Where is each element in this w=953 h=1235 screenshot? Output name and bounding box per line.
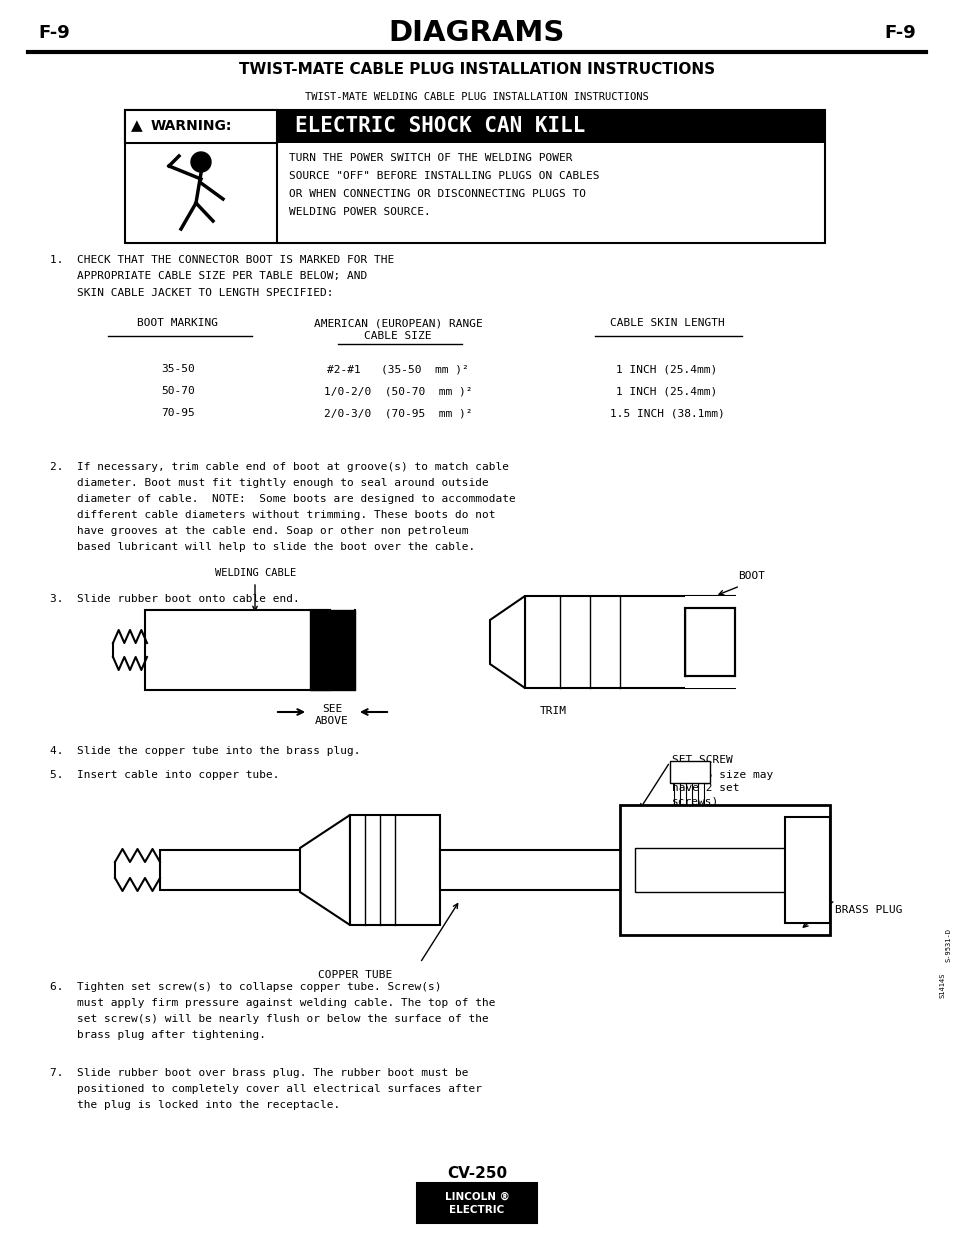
- Text: SEE: SEE: [321, 704, 342, 714]
- Bar: [784, 818, 829, 923]
- Text: (70-95 size may: (70-95 size may: [671, 769, 773, 781]
- Text: #2-#1   (35-50  mm )²: #2-#1 (35-50 mm )²: [327, 364, 468, 374]
- Bar: [160, 850, 430, 890]
- Text: 1/0-2/0  (50-70  mm )²: 1/0-2/0 (50-70 mm )²: [323, 387, 472, 396]
- Text: ABOVE: ABOVE: [314, 716, 349, 726]
- Bar: [684, 608, 734, 676]
- Text: BOOT MARKING: BOOT MARKING: [137, 317, 218, 329]
- Text: screws): screws): [671, 797, 719, 806]
- Bar: [416, 1183, 537, 1223]
- Text: TWIST-MATE CABLE PLUG INSTALLATION INSTRUCTIONS: TWIST-MATE CABLE PLUG INSTALLATION INSTR…: [238, 63, 715, 78]
- Text: TURN THE POWER SWITCH OF THE WELDING POWER
SOURCE "OFF" BEFORE INSTALLING PLUGS : TURN THE POWER SWITCH OF THE WELDING POW…: [289, 153, 598, 217]
- Text: CABLE SKIN LENGTH: CABLE SKIN LENGTH: [609, 317, 723, 329]
- Text: CV-250: CV-250: [446, 1166, 507, 1181]
- Bar: [145, 610, 330, 690]
- Text: TWIST-MATE WELDING CABLE PLUG INSTALLATION INSTRUCTIONS: TWIST-MATE WELDING CABLE PLUG INSTALLATI…: [305, 91, 648, 103]
- Bar: [350, 815, 439, 925]
- Text: F-9: F-9: [38, 23, 70, 42]
- Text: 6.  Tighten set screw(s) to collapse copper tube. Screw(s)
    must apply firm p: 6. Tighten set screw(s) to collapse copp…: [50, 982, 495, 1040]
- Text: CABLE SIZE: CABLE SIZE: [364, 331, 432, 341]
- Text: 2.  If necessary, trim cable end of boot at groove(s) to match cable
    diamete: 2. If necessary, trim cable end of boot …: [50, 462, 516, 552]
- Text: LINCOLN ®
ELECTRIC: LINCOLN ® ELECTRIC: [444, 1192, 509, 1214]
- Text: S-9531-D: S-9531-D: [945, 927, 951, 962]
- Bar: [310, 610, 355, 690]
- Bar: [125, 110, 824, 143]
- Text: ELECTRIC SHOCK CAN KILL: ELECTRIC SHOCK CAN KILL: [294, 116, 585, 136]
- Bar: [125, 110, 276, 143]
- Circle shape: [191, 152, 211, 172]
- Text: BOOT: BOOT: [738, 571, 764, 580]
- Text: 7.  Slide rubber boot over brass plug. The rubber boot must be
    positioned to: 7. Slide rubber boot over brass plug. Th…: [50, 1068, 481, 1110]
- Text: 1.  CHECK THAT THE CONNECTOR BOOT IS MARKED FOR THE
    APPROPRIATE CABLE SIZE P: 1. CHECK THAT THE CONNECTOR BOOT IS MARK…: [50, 254, 394, 298]
- Text: COPPER TUBE: COPPER TUBE: [317, 969, 392, 981]
- Text: F-9: F-9: [883, 23, 915, 42]
- Text: ▲: ▲: [131, 119, 143, 133]
- Polygon shape: [490, 597, 524, 688]
- Text: 3.  Slide rubber boot onto cable end.: 3. Slide rubber boot onto cable end.: [50, 594, 299, 604]
- Text: 1.5 INCH (38.1mm): 1.5 INCH (38.1mm): [609, 408, 723, 417]
- Text: WELDING CABLE: WELDING CABLE: [214, 568, 296, 578]
- Bar: [524, 597, 734, 688]
- Bar: [439, 850, 629, 890]
- Polygon shape: [299, 815, 350, 925]
- Bar: [669, 761, 709, 783]
- Text: WARNING:: WARNING:: [151, 119, 233, 133]
- Text: S1414S: S1414S: [939, 972, 945, 998]
- Bar: [619, 805, 829, 935]
- Bar: [125, 110, 824, 243]
- Text: SET SCREW: SET SCREW: [671, 755, 732, 764]
- Text: 2/0-3/0  (70-95  mm )²: 2/0-3/0 (70-95 mm )²: [323, 408, 472, 417]
- Text: TRIM: TRIM: [539, 706, 566, 716]
- Text: 50-70: 50-70: [161, 387, 194, 396]
- Text: 1 INCH (25.4mm): 1 INCH (25.4mm): [616, 364, 717, 374]
- Bar: [684, 597, 737, 688]
- Bar: [635, 848, 814, 892]
- Text: have 2 set: have 2 set: [671, 783, 739, 793]
- Text: 4.  Slide the copper tube into the brass plug.: 4. Slide the copper tube into the brass …: [50, 746, 360, 756]
- Text: 1 INCH (25.4mm): 1 INCH (25.4mm): [616, 387, 717, 396]
- Text: DIAGRAMS: DIAGRAMS: [389, 19, 564, 47]
- Text: AMERICAN (EUROPEAN) RANGE: AMERICAN (EUROPEAN) RANGE: [314, 317, 482, 329]
- Text: 70-95: 70-95: [161, 408, 194, 417]
- Text: 5.  Insert cable into copper tube.: 5. Insert cable into copper tube.: [50, 769, 279, 781]
- Text: 35-50: 35-50: [161, 364, 194, 374]
- Text: BRASS PLUG: BRASS PLUG: [834, 905, 902, 915]
